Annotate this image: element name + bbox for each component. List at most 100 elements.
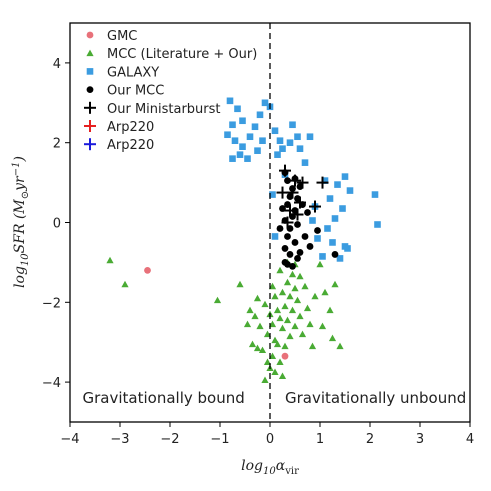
data-point — [281, 259, 289, 266]
y-tick-label: −4 — [42, 376, 61, 391]
data-point — [374, 221, 381, 228]
data-point — [284, 177, 291, 185]
legend-marker — [86, 49, 94, 57]
data-point — [263, 330, 272, 338]
legend-label: GMC — [107, 29, 137, 44]
data-point — [281, 302, 289, 310]
data-point — [304, 209, 311, 216]
data-point — [278, 324, 287, 332]
data-point — [263, 358, 272, 366]
data-point — [226, 97, 234, 105]
data-point — [276, 314, 284, 322]
legend-item: Arp220 — [84, 138, 154, 153]
legend-label: MCC (Literature + Our) — [107, 47, 257, 62]
data-point — [294, 196, 306, 209]
data-point — [286, 332, 294, 340]
y-tick-label: −2 — [42, 296, 61, 311]
data-point — [321, 177, 329, 184]
legend-label: Our Ministarburst — [107, 102, 221, 117]
data-point — [279, 164, 291, 177]
data-point — [278, 372, 287, 379]
data-point — [253, 294, 262, 302]
x-tick-label: 4 — [466, 432, 474, 447]
data-point — [318, 322, 327, 330]
series-4 — [276, 164, 329, 229]
data-point — [289, 262, 296, 270]
data-point — [286, 139, 294, 146]
data-point — [326, 306, 334, 314]
data-point — [284, 204, 296, 217]
data-point — [291, 239, 299, 246]
data-point — [309, 217, 316, 224]
data-point — [281, 216, 294, 229]
data-point — [281, 342, 289, 350]
data-point — [236, 151, 244, 158]
data-point — [256, 111, 264, 119]
data-point — [236, 280, 244, 288]
legend-label: Arp220 — [107, 120, 154, 135]
data-point — [258, 346, 267, 354]
legend-label: GALAXY — [107, 65, 159, 80]
legend-marker — [84, 120, 96, 132]
data-point — [314, 235, 321, 242]
data-point — [239, 143, 246, 150]
legend-marker — [86, 68, 94, 75]
legend-marker — [84, 101, 96, 114]
data-point — [301, 159, 309, 166]
data-point — [296, 176, 309, 189]
series-1 — [106, 256, 344, 383]
annotation: Gravitationally unbound — [285, 389, 466, 407]
data-point — [296, 312, 304, 320]
data-point — [346, 187, 354, 194]
data-point — [213, 296, 222, 304]
data-point — [316, 260, 324, 268]
data-point — [316, 176, 329, 189]
data-point — [276, 186, 289, 199]
y-tick-label: 2 — [53, 137, 61, 152]
data-point — [254, 147, 261, 154]
data-point — [229, 121, 236, 129]
data-point — [294, 255, 301, 262]
data-point — [331, 215, 339, 222]
data-point — [284, 233, 291, 240]
x-tick-label: 2 — [366, 432, 374, 447]
data-point — [308, 342, 317, 350]
data-point — [278, 288, 287, 296]
data-point — [311, 292, 319, 300]
data-point — [271, 127, 279, 135]
data-point — [341, 243, 349, 250]
data-point — [273, 306, 282, 314]
legend-marker — [86, 31, 94, 39]
data-point — [281, 245, 289, 252]
x-tick-label: −4 — [60, 432, 79, 447]
data-point — [271, 233, 279, 240]
data-point — [253, 344, 262, 352]
data-point — [286, 251, 294, 258]
data-point — [261, 300, 269, 308]
data-point — [306, 243, 314, 250]
legend-item: GMC — [86, 29, 137, 44]
legend-item: Our Ministarburst — [84, 101, 221, 117]
data-point — [224, 131, 231, 139]
legend-item: Our MCC — [86, 84, 164, 99]
data-point — [296, 272, 304, 280]
data-point — [276, 266, 284, 274]
data-point — [334, 181, 341, 188]
data-point — [306, 320, 314, 328]
x-axis-label: log10αvir — [241, 458, 299, 477]
data-point — [106, 256, 114, 264]
data-point — [321, 288, 329, 296]
data-point — [243, 320, 252, 328]
data-point — [279, 145, 286, 152]
legend-item: GALAXY — [86, 65, 159, 80]
y-tick-label: 4 — [53, 57, 61, 72]
data-point — [268, 282, 277, 290]
data-point — [246, 133, 254, 141]
data-point — [314, 227, 321, 234]
series-3 — [276, 169, 339, 270]
data-point — [248, 340, 257, 348]
legend-item: Arp220 — [84, 120, 154, 135]
data-point — [271, 368, 279, 376]
data-point — [328, 334, 337, 342]
data-point — [341, 173, 349, 180]
